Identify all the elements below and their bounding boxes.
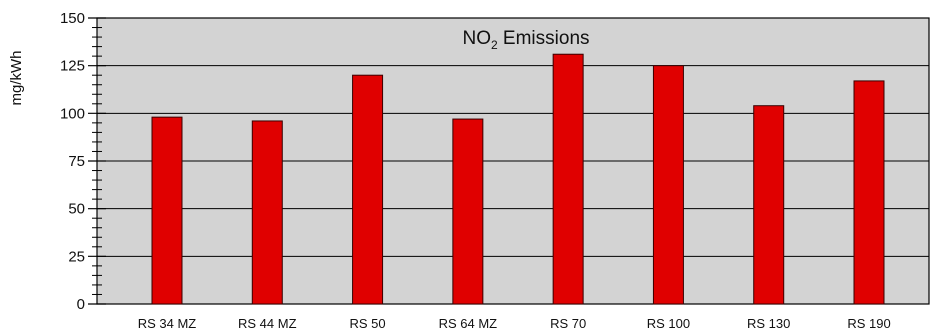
chart-title-main: NO <box>462 28 491 49</box>
bar-rs-130 <box>753 105 785 305</box>
x-tick-label-rs-190: RS 190 <box>847 316 890 331</box>
bar-rs-190 <box>853 80 885 305</box>
x-tick-label-rs-44-mz: RS 44 MZ <box>238 316 297 331</box>
chart-title-rest: Emissions <box>498 28 590 49</box>
x-axis-labels: RS 34 MZ RS 44 MZ RS 50 RS 64 MZ RS 70 RS 100… <box>138 316 891 331</box>
bar-rs-100 <box>652 65 684 305</box>
bar-rs-50 <box>352 74 384 305</box>
chart-title: NO2 Emissions <box>462 28 589 52</box>
bar-rs-34-mz <box>151 116 183 305</box>
x-tick-label-rs-70: RS 70 <box>550 316 586 331</box>
bar-rs-44-mz <box>251 120 283 305</box>
y-axis-ticks: 0 25 50 75 100 125 150 <box>60 10 106 313</box>
y-tick-label-125: 125 <box>60 58 85 75</box>
bars <box>151 53 885 305</box>
bar-rs-64-mz <box>452 118 484 305</box>
y-tick-label-100: 100 <box>60 105 85 122</box>
gridlines <box>97 65 929 257</box>
y-tick-label-25: 25 <box>68 248 85 265</box>
bar-rs-70 <box>552 53 584 305</box>
y-tick-label-150: 150 <box>60 10 85 27</box>
chart-title-subscript: 2 <box>491 38 498 52</box>
y-tick-label-50: 50 <box>68 201 85 218</box>
y-tick-label-0: 0 <box>77 296 85 313</box>
x-tick-label-rs-100: RS 100 <box>647 316 690 331</box>
x-tick-label-rs-130: RS 130 <box>747 316 790 331</box>
x-tick-label-rs-50: RS 50 <box>350 316 386 331</box>
x-tick-label-rs-64-mz: RS 64 MZ <box>439 316 498 331</box>
x-tick-label-rs-34-mz: RS 34 MZ <box>138 316 197 331</box>
y-tick-label-75: 75 <box>68 153 85 170</box>
y-axis-title: mg/kWh <box>8 50 25 105</box>
